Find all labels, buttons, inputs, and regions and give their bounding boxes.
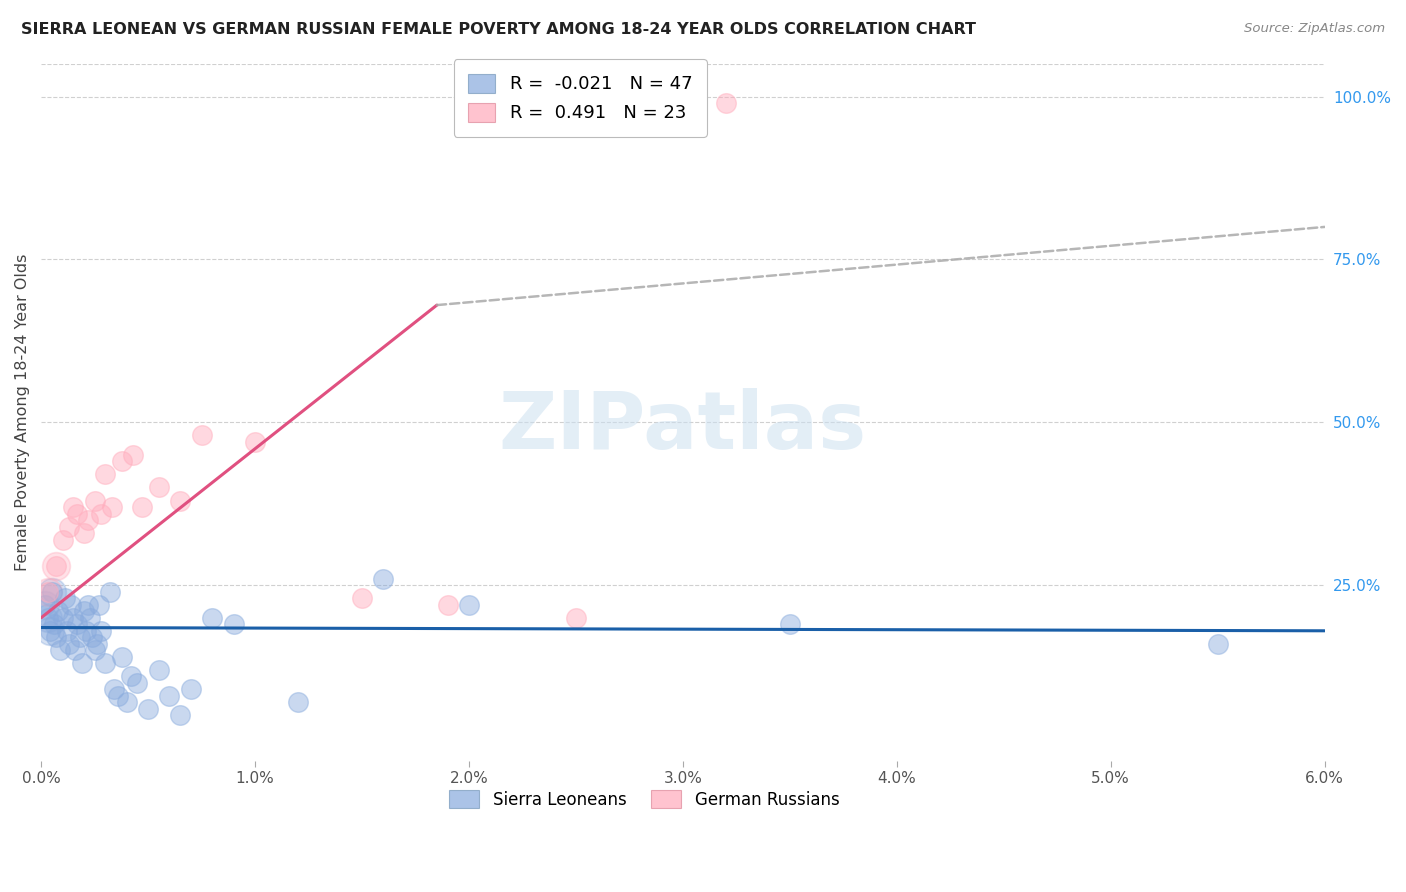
Point xyxy=(436,598,458,612)
Point xyxy=(73,604,96,618)
Point xyxy=(111,454,134,468)
Point xyxy=(38,624,60,638)
Point xyxy=(169,493,191,508)
Point xyxy=(107,689,129,703)
Point xyxy=(45,558,67,573)
Point xyxy=(82,630,104,644)
Point xyxy=(373,572,395,586)
Point xyxy=(115,696,138,710)
Point xyxy=(779,617,801,632)
Point xyxy=(122,448,145,462)
Point xyxy=(94,467,117,482)
Point xyxy=(45,630,67,644)
Point xyxy=(148,663,170,677)
Y-axis label: Female Poverty Among 18-24 Year Olds: Female Poverty Among 18-24 Year Olds xyxy=(15,254,30,571)
Point xyxy=(66,507,89,521)
Text: Source: ZipAtlas.com: Source: ZipAtlas.com xyxy=(1244,22,1385,36)
Point xyxy=(75,624,97,638)
Point xyxy=(66,617,89,632)
Point xyxy=(34,598,56,612)
Point xyxy=(51,611,73,625)
Point xyxy=(103,682,125,697)
Point xyxy=(65,643,87,657)
Point xyxy=(98,584,121,599)
Point xyxy=(46,604,69,618)
Legend: Sierra Leoneans, German Russians: Sierra Leoneans, German Russians xyxy=(443,783,846,815)
Point xyxy=(100,500,122,514)
Point xyxy=(111,649,134,664)
Point xyxy=(58,519,80,533)
Point xyxy=(148,481,170,495)
Point xyxy=(94,657,117,671)
Point xyxy=(79,611,101,625)
Point xyxy=(222,617,245,632)
Point xyxy=(62,500,84,514)
Point xyxy=(69,630,91,644)
Point xyxy=(41,584,63,599)
Point xyxy=(60,598,83,612)
Point xyxy=(45,558,67,573)
Point xyxy=(243,434,266,449)
Point xyxy=(180,682,202,697)
Point xyxy=(190,428,212,442)
Point xyxy=(58,637,80,651)
Point xyxy=(37,611,59,625)
Point xyxy=(62,611,84,625)
Point xyxy=(77,513,100,527)
Point xyxy=(37,611,59,625)
Point xyxy=(53,591,76,606)
Point xyxy=(120,669,142,683)
Point xyxy=(37,584,59,599)
Point xyxy=(41,584,63,599)
Point xyxy=(90,624,112,638)
Point xyxy=(42,617,65,632)
Point xyxy=(131,500,153,514)
Point xyxy=(70,657,93,671)
Point xyxy=(287,696,309,710)
Point xyxy=(201,611,224,625)
Point xyxy=(37,584,59,599)
Point xyxy=(38,624,60,638)
Point xyxy=(83,493,105,508)
Point xyxy=(714,96,737,111)
Point xyxy=(350,591,373,606)
Point xyxy=(169,708,191,723)
Point xyxy=(1206,637,1229,651)
Point xyxy=(51,533,73,547)
Point xyxy=(87,598,110,612)
Point xyxy=(127,676,149,690)
Point xyxy=(159,689,181,703)
Point xyxy=(83,643,105,657)
Point xyxy=(77,598,100,612)
Point xyxy=(136,702,159,716)
Point xyxy=(73,526,96,541)
Point xyxy=(565,611,588,625)
Text: SIERRA LEONEAN VS GERMAN RUSSIAN FEMALE POVERTY AMONG 18-24 YEAR OLDS CORRELATIO: SIERRA LEONEAN VS GERMAN RUSSIAN FEMALE … xyxy=(21,22,976,37)
Point xyxy=(90,507,112,521)
Point xyxy=(86,637,108,651)
Text: ZIPatlas: ZIPatlas xyxy=(499,387,868,466)
Point xyxy=(49,643,72,657)
Point xyxy=(34,598,56,612)
Point xyxy=(55,624,77,638)
Point xyxy=(458,598,481,612)
